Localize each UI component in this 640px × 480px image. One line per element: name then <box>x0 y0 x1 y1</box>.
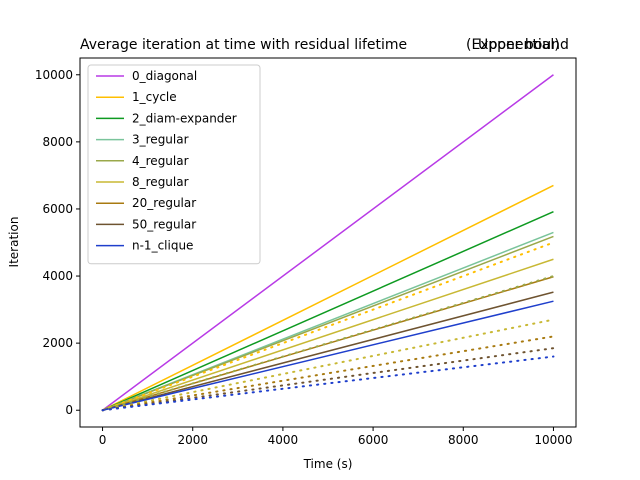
y-tick-label: 10000 <box>35 68 73 82</box>
legend-entry-label: 2_diam-expander <box>132 111 237 125</box>
x-tick-label: 6000 <box>358 433 389 447</box>
chart-title-right: (Exponential) <box>466 37 560 53</box>
legend-entry-label: 20_regular <box>132 196 196 210</box>
x-tick-label: 4000 <box>268 433 299 447</box>
legend-entry-label: 0_diagonal <box>132 69 197 83</box>
series-line-dotted-13 <box>101 347 555 412</box>
series-line-0 <box>102 74 554 411</box>
plot-frame <box>79 57 577 428</box>
series-line-8 <box>102 300 554 411</box>
chart-title-overlap: Upper bound <box>478 37 569 53</box>
x-tick-label: 8000 <box>448 433 479 447</box>
series-line-dotted-10 <box>101 275 555 412</box>
series-line-7 <box>102 291 554 411</box>
y-axis-ticks: 0 2000 4000 6000 8000 10000 <box>35 68 80 417</box>
x-tick-label: 2000 <box>177 433 208 447</box>
series-line-dotted-12 <box>101 335 555 412</box>
x-tick-label: 0 <box>99 433 107 447</box>
series-line-1 <box>102 184 554 411</box>
y-tick-label: 0 <box>65 403 73 417</box>
series-line-2 <box>102 210 554 411</box>
x-tick-label: 10000 <box>534 433 572 447</box>
series-line-6 <box>102 276 554 411</box>
legend-entry-label: 1_cycle <box>132 90 177 104</box>
legend-entry-label: 4_regular <box>132 154 189 168</box>
series-line-dotted-11 <box>101 318 555 412</box>
chart-title-left: Average iteration at time with residual … <box>80 37 407 53</box>
legend-entry-label: n-1_clique <box>132 239 193 253</box>
y-tick-label: 2000 <box>42 336 73 350</box>
y-tick-label: 8000 <box>42 135 73 149</box>
y-tick-label: 4000 <box>42 269 73 283</box>
legend-entry-label: 3_regular <box>132 133 189 147</box>
y-axis-label: Iteration <box>7 217 21 268</box>
x-axis-label: Time (s) <box>303 457 353 471</box>
series-line-5 <box>102 258 554 411</box>
series-line-dotted-9 <box>101 241 555 412</box>
legend: 0_diagonal 1_cycle 2_diam-expander 3_regula… <box>87 64 261 265</box>
series-layer <box>101 74 555 412</box>
legend-entry-label: 8_regular <box>132 175 189 189</box>
x-axis-ticks: 0 2000 4000 6000 8000 10000 <box>99 427 573 447</box>
legend-box <box>87 64 261 265</box>
y-tick-label: 6000 <box>42 202 73 216</box>
legend-entry-label: 50_regular <box>132 217 196 231</box>
